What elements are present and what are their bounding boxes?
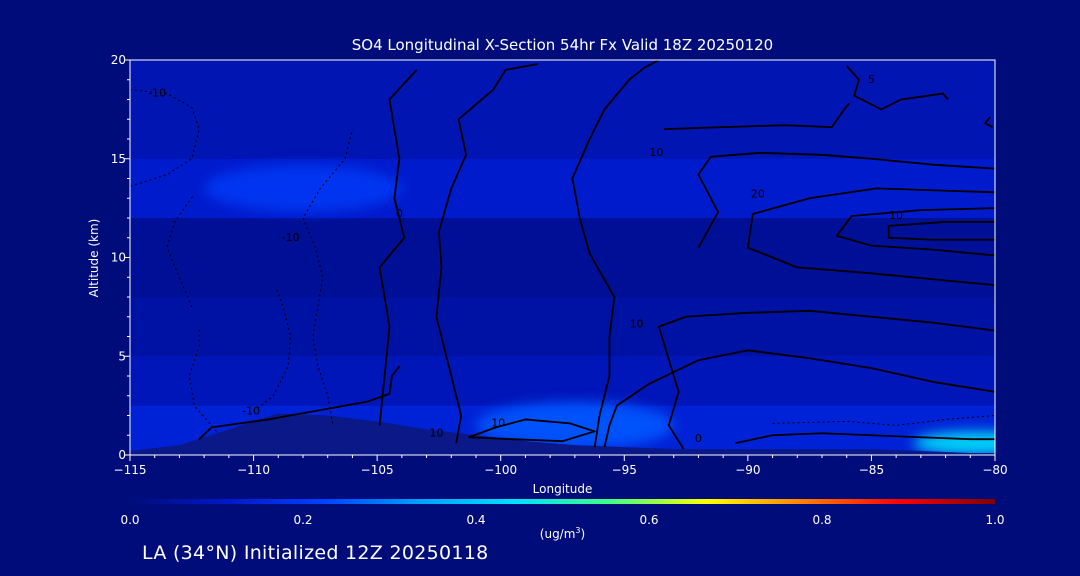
contour-3 [657, 309, 995, 450]
dashed-contour-2 [188, 326, 217, 432]
contour-label-0: -10 [148, 87, 166, 100]
x-tick-label-3: −100 [484, 463, 517, 477]
contour-label-9: 20 [751, 187, 765, 200]
contour-4 [603, 349, 995, 448]
contour-label-7: 10 [630, 318, 644, 331]
x-tick-label-5: −90 [735, 463, 760, 477]
y-tick-label-4: 20 [111, 53, 126, 67]
x-tick-label-2: −105 [361, 463, 394, 477]
terrain-shape [130, 413, 995, 455]
y-axis: 0 5 10 15 20 [111, 53, 130, 462]
shading-bands [130, 60, 995, 455]
colorbar-label-sup: 3 [575, 526, 581, 535]
contour-6 [697, 151, 995, 249]
contour-12 [984, 116, 993, 128]
contour-13 [198, 365, 401, 440]
colorbar-tick-4: 0.8 [812, 513, 831, 527]
contour-7 [746, 187, 995, 287]
contour-label-6: 0 [695, 432, 702, 445]
plot-area: -10 0 -10 -10 10 10 0 10 10 20 10 5 [130, 60, 995, 455]
dashed-contour-1 [166, 194, 195, 308]
colorbar-tick-5: 1.0 [985, 513, 1004, 527]
x-tick-label-0: −115 [114, 463, 147, 477]
dashed-contour-5 [772, 415, 995, 426]
colorbar: 0.0 0.2 0.4 0.6 0.8 1.0 [120, 499, 1005, 527]
x-tick-label-7: −80 [982, 463, 1007, 477]
terrain [130, 413, 995, 455]
y-tick-label-0: 0 [118, 448, 126, 462]
colorbar-tick-3: 0.6 [639, 513, 658, 527]
contour-label-4: 10 [429, 426, 443, 439]
colorbar-tick-2: 0.4 [466, 513, 485, 527]
chart-title: SO4 Longitudinal X-Section 54hr Fx Valid… [351, 36, 774, 54]
contour-10 [846, 65, 949, 111]
contour-label-1: 0 [396, 207, 403, 220]
colorbar-label: (ug/m3) [130, 526, 995, 541]
x-tick-label-6: −85 [859, 463, 884, 477]
contour-1 [435, 63, 538, 444]
shading-band-2 [130, 218, 995, 297]
contour-2 [571, 60, 660, 448]
x-axis-label: Longitude [532, 482, 593, 496]
contour-9 [887, 221, 995, 241]
colorbar-bar [130, 499, 995, 504]
x-tick-label-4: −95 [612, 463, 637, 477]
contour-labels: -10 0 -10 -10 10 10 0 10 10 20 10 5 [148, 73, 903, 445]
y-tick-label-3: 15 [111, 152, 126, 166]
colorbar-label-base: (ug/m [539, 527, 576, 541]
footer-caption: LA (34°N) Initialized 12Z 20250118 [142, 542, 489, 564]
contour-lines [130, 60, 995, 450]
contour-label-8: 10 [649, 146, 663, 159]
shading-band-4 [130, 356, 995, 406]
x-axis: −115 −110 −105 −100 −95 −90 −85 −80 [114, 455, 1008, 477]
y-tick-label-2: 10 [111, 251, 126, 265]
contour-label-5: 10 [491, 416, 505, 429]
shading-band-0 [130, 60, 995, 159]
contour-label-11: 5 [868, 73, 875, 86]
x-tick-label-1: −110 [237, 463, 270, 477]
contour-0 [378, 69, 418, 426]
highlight-0 [204, 164, 402, 213]
colorbar-tick-0: 0.0 [120, 513, 139, 527]
shading-band-3 [130, 297, 995, 357]
contour-label-10: 10 [889, 209, 903, 222]
y-tick-label-1: 5 [118, 349, 126, 363]
contour-5 [735, 432, 995, 445]
contour-label-2: -10 [282, 231, 300, 244]
dashed-contour-3 [253, 286, 292, 412]
contour-8 [835, 207, 995, 257]
colorbar-tick-1: 0.2 [293, 513, 312, 527]
contour-14 [468, 418, 596, 443]
contour-label-3: -10 [242, 405, 260, 418]
contour-11 [663, 102, 850, 131]
highlight-2 [913, 431, 995, 455]
y-axis-label: Altitude (km) [87, 218, 101, 298]
colorbar-label-end: ) [580, 527, 586, 541]
